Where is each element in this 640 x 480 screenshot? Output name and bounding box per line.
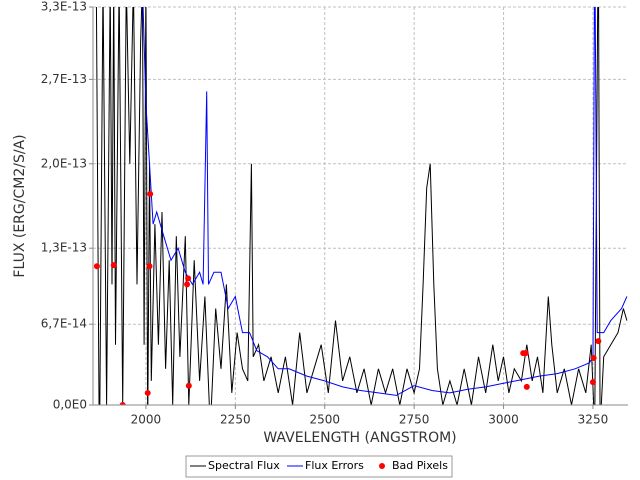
- point: [590, 354, 597, 361]
- legend-label: Spectral Flux: [208, 459, 280, 472]
- point: [93, 263, 100, 270]
- legend-box: [185, 455, 453, 478]
- series-line: [142, 7, 628, 396]
- point: [119, 402, 126, 405]
- legend-symbol: [379, 463, 385, 469]
- series-layer: [93, 7, 628, 405]
- point: [589, 379, 596, 386]
- point: [110, 262, 117, 269]
- y-tick-label: 2,0E-13: [41, 156, 87, 170]
- point: [144, 389, 151, 396]
- y-axis-label: FLUX (ERG/CM2/S/A): [12, 134, 28, 277]
- x-tick-label: 2000: [131, 413, 162, 427]
- point: [185, 275, 192, 282]
- y-tick-label: 3,3E-13: [41, 0, 87, 14]
- x-tick-label: 2500: [309, 413, 340, 427]
- x-axis-label: WAVELENGTH (ANGSTROM): [263, 430, 456, 446]
- y-tick-label: 6,7E-14: [41, 317, 87, 331]
- x-tick-label: 2750: [399, 413, 430, 427]
- point: [595, 338, 602, 345]
- y-tick-label: 0,0E0: [53, 398, 87, 412]
- legend-label: Bad Pixels: [392, 459, 448, 472]
- point: [147, 190, 154, 197]
- x-tick-label: 2250: [220, 413, 251, 427]
- point: [146, 263, 153, 270]
- point: [185, 382, 192, 389]
- legend: Spectral Flux Flux Errors Bad Pixels: [190, 459, 448, 472]
- point: [523, 383, 530, 390]
- x-tick-label: 3250: [578, 413, 609, 427]
- y-tick-label: 1,3E-13: [41, 241, 87, 255]
- plot-area: [93, 7, 628, 405]
- point: [522, 350, 529, 357]
- series-line: [95, 7, 628, 405]
- y-tick-label: 2,7E-13: [41, 72, 87, 86]
- legend-label: Flux Errors: [305, 459, 364, 472]
- x-tick-label: 3000: [488, 413, 519, 427]
- point: [184, 281, 191, 288]
